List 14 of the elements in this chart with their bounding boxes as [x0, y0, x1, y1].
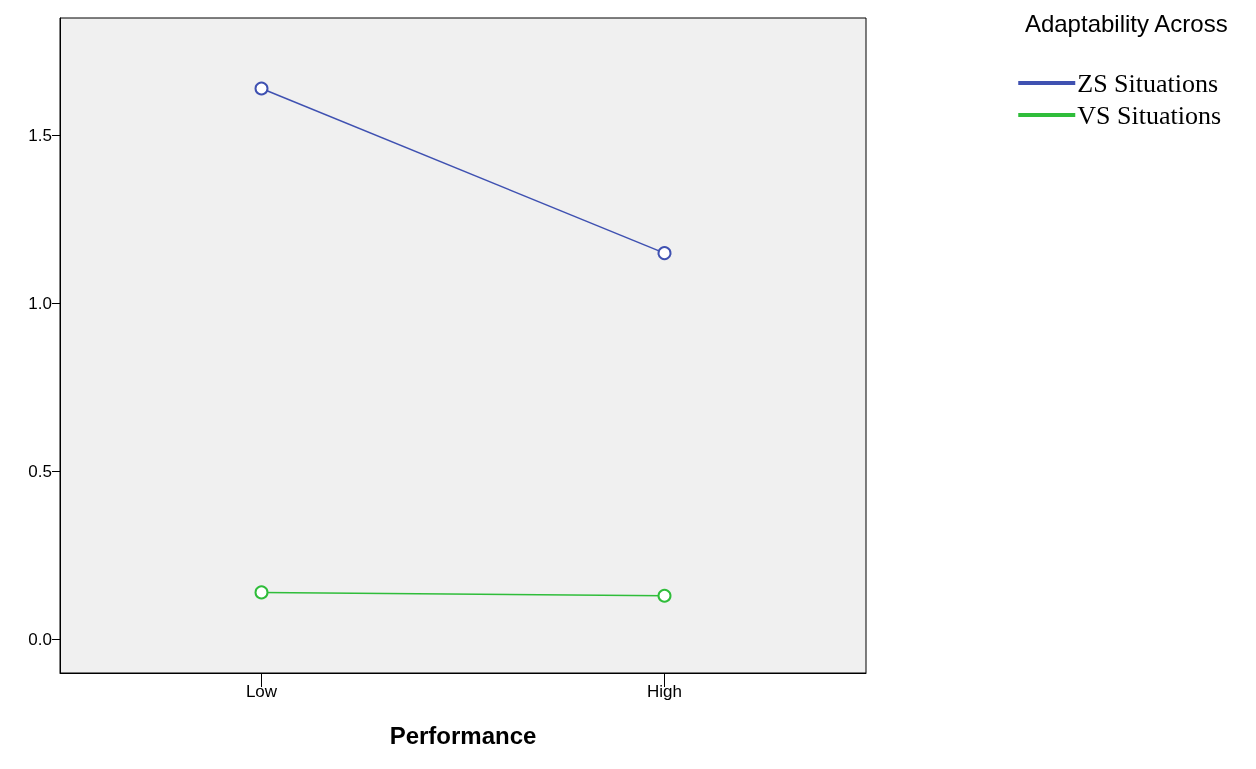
- x-axis-title: Performance: [389, 721, 537, 749]
- point: [657, 588, 672, 603]
- legend-label: VS Situations: [1077, 100, 1221, 130]
- legend-label: ZS Situations: [1077, 68, 1219, 98]
- x-tick-label: High: [647, 682, 682, 701]
- y-tick-label: 1.5: [28, 126, 52, 146]
- x-tick-label: Low: [245, 682, 278, 701]
- y-tick-label: 0.0: [28, 629, 52, 649]
- point: [254, 81, 269, 96]
- point: [657, 246, 672, 261]
- legend-title: Adaptability Across: [1024, 9, 1228, 37]
- y-tick-label: 0.5: [28, 461, 52, 481]
- point: [254, 585, 269, 600]
- y-tick-label: 1.0: [28, 294, 52, 314]
